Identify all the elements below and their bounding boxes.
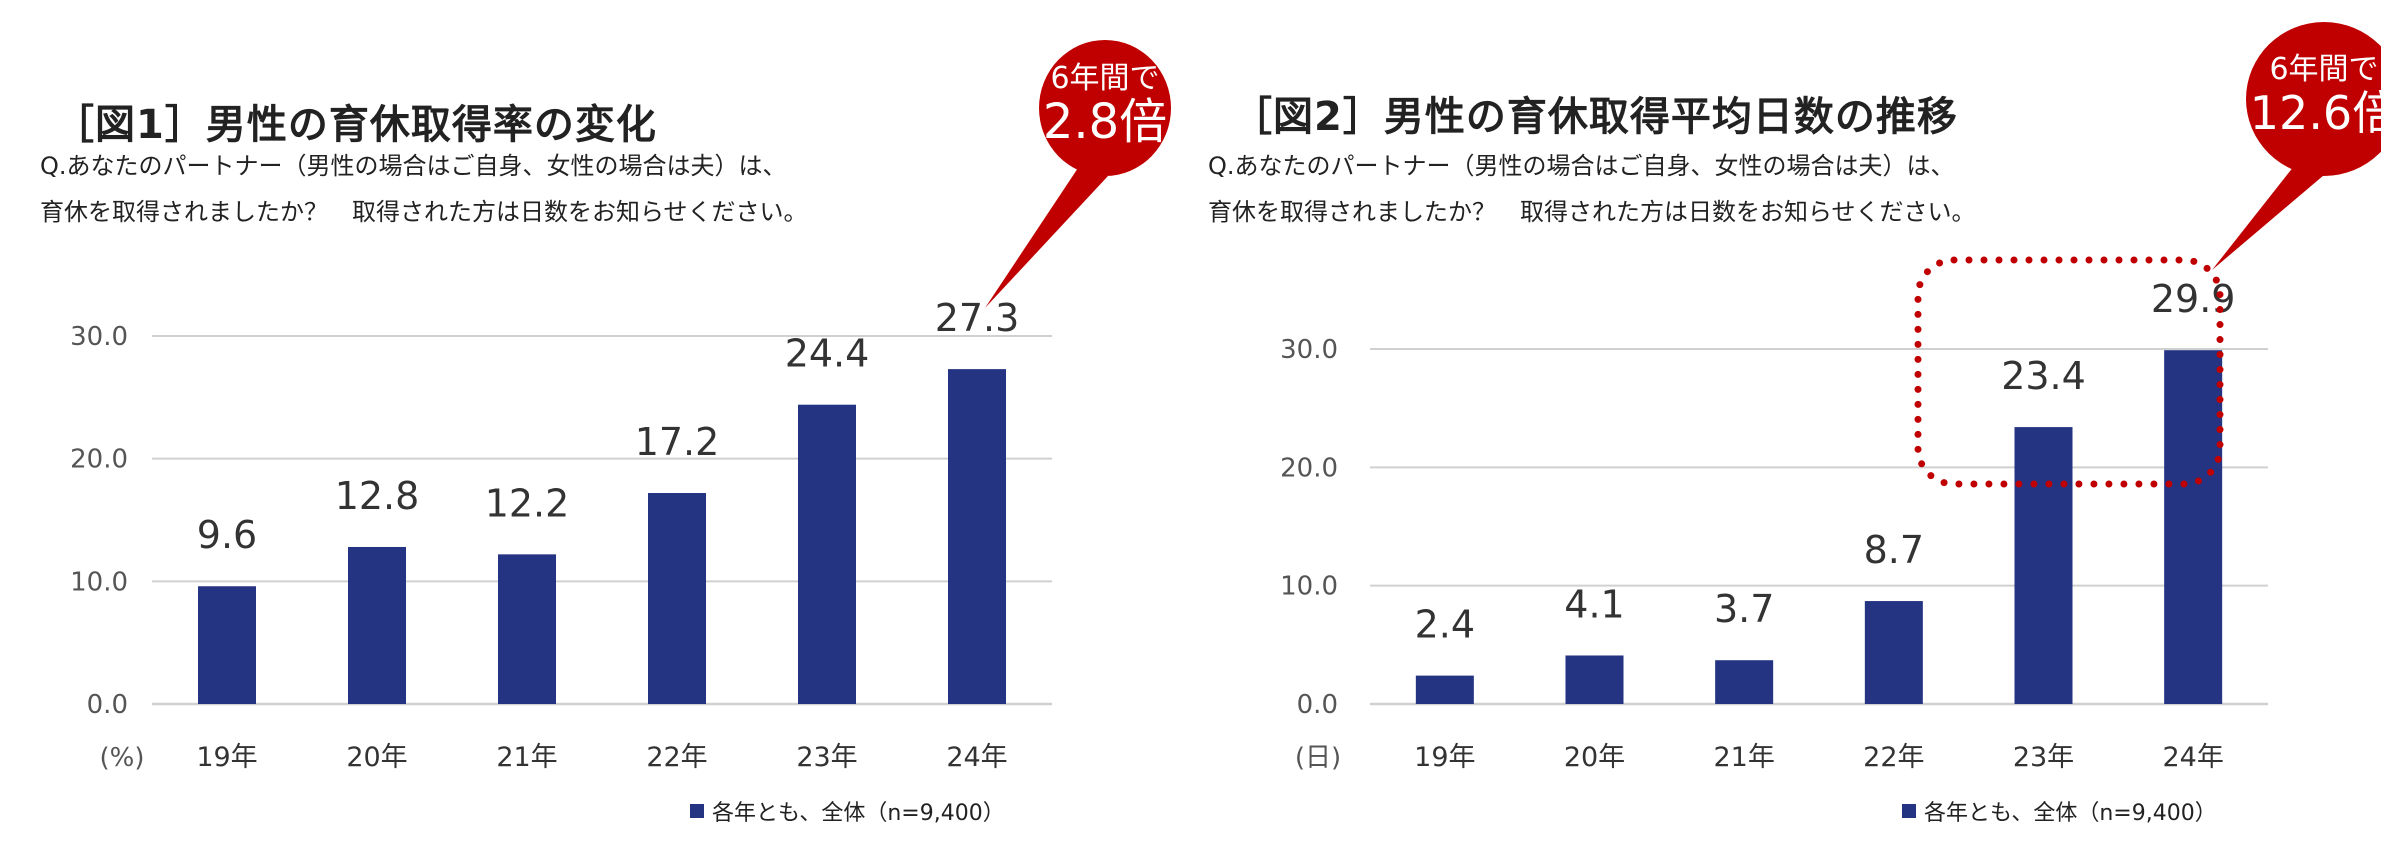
chart-2-value-label: 23.4 <box>2001 354 2086 398</box>
chart-2-value-label: 2.4 <box>1415 603 1475 647</box>
chart-2-category-label: 24年 <box>2162 742 2223 773</box>
chart-1-category-label: 20年 <box>346 742 407 773</box>
chart-2-callout-line-1: 6年間で <box>2269 52 2378 87</box>
chart-1-ytick-label: 0.0 <box>87 690 128 720</box>
chart-1-value-label: 9.6 <box>197 513 257 557</box>
chart-1-legend: 各年とも、全体（n=9,400） <box>690 795 1005 827</box>
chart-2-ytick-label: 0.0 <box>1297 690 1338 720</box>
chart-2-value-label: 3.7 <box>1714 587 1774 631</box>
chart-1-ytick-label: 30.0 <box>70 322 128 352</box>
chart-2-bar-21年 <box>1715 660 1774 704</box>
chart-1-bar-20年 <box>348 546 406 704</box>
chart-1-question-line-2: 育休を取得されましたか？ 取得された方は日数をお知らせください。 <box>40 198 808 226</box>
chart-1-ytick-label: 10.0 <box>70 567 128 597</box>
chart-2-title: ［図2］男性の育休取得平均日数の推移 <box>1232 94 1958 140</box>
chart-1-bar-23年 <box>798 404 856 704</box>
chart-1-callout-bubble <box>1039 40 1171 176</box>
chart-1-title: ［図1］男性の育休取得率の変化 <box>54 102 657 148</box>
chart-2-ytick-label: 30.0 <box>1280 335 1338 365</box>
chart-1-legend-swatch <box>690 804 704 818</box>
chart-2-question-line-2: 育休を取得されましたか？ 取得された方は日数をお知らせください。 <box>1208 198 1976 226</box>
chart-2-value-label: 29.9 <box>2151 277 2236 321</box>
chart-1-value-label: 12.8 <box>335 474 420 518</box>
chart-2-question-line-1: Q.あなたのパートナー（男性の場合はご自身、女性の場合は夫）は、 <box>1208 152 1955 180</box>
chart-1-value-label: 12.2 <box>485 481 570 525</box>
chart-1-legend-label: 各年とも、全体（n=9,400） <box>712 801 1005 826</box>
chart-1-question-line-1: Q.あなたのパートナー（男性の場合はご自身、女性の場合は夫）は、 <box>40 152 787 180</box>
chart-1-callout-line-2: 2.8倍 <box>1043 94 1167 150</box>
chart-2-category-label: 20年 <box>1564 742 1625 773</box>
chart-panel-1: ［図1］男性の育休取得率の変化 Q.あなたのパートナー（男性の場合はご自身、女性… <box>0 0 1190 848</box>
chart-2-callout-line-2: 12.6倍 <box>2250 86 2381 140</box>
chart-2-legend-label: 各年とも、全体（n=9,400） <box>1924 801 2217 826</box>
chart-2-category-label: 22年 <box>1863 742 1924 773</box>
chart-1-unit-label: (%) <box>100 743 145 773</box>
chart-2-bar-19年 <box>1415 675 1474 704</box>
chart-2-highlight-box <box>1914 256 2224 488</box>
chart-1-callout-line-1: 6年間で <box>1050 61 1159 96</box>
chart-2-legend-swatch <box>1902 804 1916 818</box>
chart-2-ytick-label: 20.0 <box>1280 453 1338 483</box>
chart-2-ytick-label: 10.0 <box>1280 572 1338 602</box>
chart-1-ytick-label: 20.0 <box>70 445 128 475</box>
chart-1-category-label: 23年 <box>796 742 857 773</box>
chart-1-category-label: 24年 <box>946 742 1007 773</box>
chart-1-svg: 0.0 10.0 20.0 30.0 (%) 9.6 19年 12.8 20年 12.2 21年 17… <box>70 40 1171 773</box>
chart-2-unit-label: (日) <box>1295 743 1341 773</box>
chart-1-category-label: 22年 <box>646 742 707 773</box>
chart-2-bar-22年 <box>1864 601 1923 704</box>
chart-2-bar-24年 <box>2164 350 2223 704</box>
chart-1-bar-22年 <box>648 493 706 704</box>
chart-2-value-label: 8.7 <box>1864 528 1924 572</box>
chart-2-bar-23年 <box>2014 427 2073 704</box>
chart-1-bar-24年 <box>948 369 1006 704</box>
chart-2-value-label: 4.1 <box>1564 582 1624 626</box>
chart-panel-2: ［図2］男性の育休取得平均日数の推移 Q.あなたのパートナー（男性の場合はご自身… <box>1190 0 2381 848</box>
chart-1-bar-19年 <box>198 586 256 704</box>
chart-2-callout-tail <box>2212 166 2324 270</box>
chart-1-category-label: 21年 <box>496 742 557 773</box>
chart-2-category-label: 23年 <box>2013 742 2074 773</box>
chart-2-legend: 各年とも、全体（n=9,400） <box>1902 795 2217 827</box>
chart-2-svg: 0.0 10.0 20.0 30.0 (日) 2.4 19年 4.1 20年 3.7 21年 8.7 2… <box>1280 22 2381 773</box>
chart-1-value-label: 17.2 <box>635 420 720 464</box>
chart-1-value-label: 27.3 <box>935 296 1020 340</box>
chart-1-category-label: 19年 <box>196 742 257 773</box>
chart-1-bar-21年 <box>498 554 556 704</box>
chart-1-value-label: 24.4 <box>785 332 870 376</box>
chart-1-callout-tail <box>985 168 1108 308</box>
chart-2-callout-bubble <box>2246 22 2381 176</box>
chart-2-bar-20年 <box>1565 655 1624 704</box>
chart-2-category-label: 21年 <box>1713 742 1774 773</box>
chart-2-category-label: 19年 <box>1414 742 1475 773</box>
